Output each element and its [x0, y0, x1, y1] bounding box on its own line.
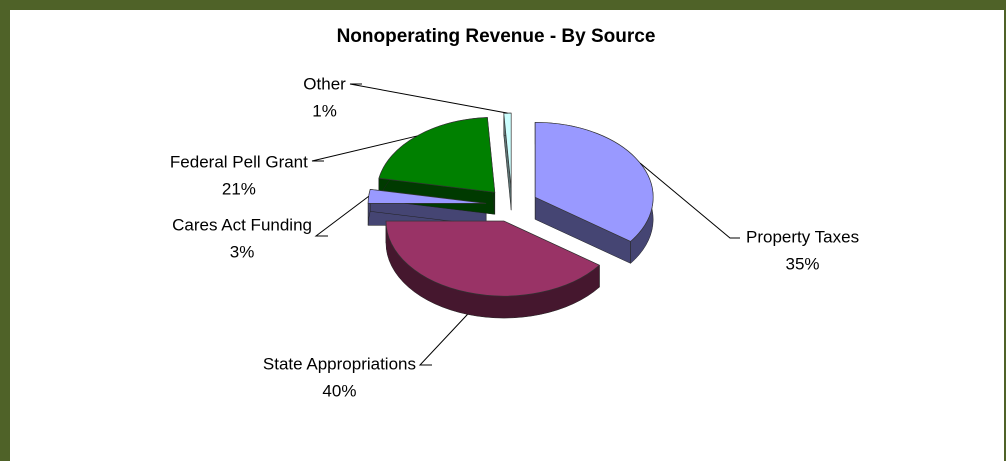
- slice-top-group: [385, 220, 601, 297]
- slice-value-label: 40%: [322, 381, 356, 400]
- slice-label: Other: [303, 74, 346, 93]
- slice-value-label: 1%: [312, 101, 337, 120]
- slice-top-group: [534, 121, 654, 242]
- slice-label: State Appropriations: [263, 354, 416, 373]
- slice-label: Federal Pell Grant: [170, 152, 308, 171]
- slice: [385, 220, 601, 297]
- leader-line: [314, 195, 369, 237]
- leader-line: [311, 135, 417, 162]
- slice: [534, 121, 654, 242]
- slice-value-label: 3%: [230, 242, 255, 261]
- leader-line: [418, 314, 468, 366]
- leader-line: [349, 83, 508, 114]
- slice-label: Property Taxes: [746, 227, 859, 246]
- slice-value-label: 35%: [786, 254, 820, 273]
- chart-title: Nonoperating Revenue - By Source: [337, 26, 656, 47]
- slice-label: Cares Act Funding: [172, 215, 312, 234]
- slice-value-label: 21%: [222, 179, 256, 198]
- leader-line: [639, 162, 740, 239]
